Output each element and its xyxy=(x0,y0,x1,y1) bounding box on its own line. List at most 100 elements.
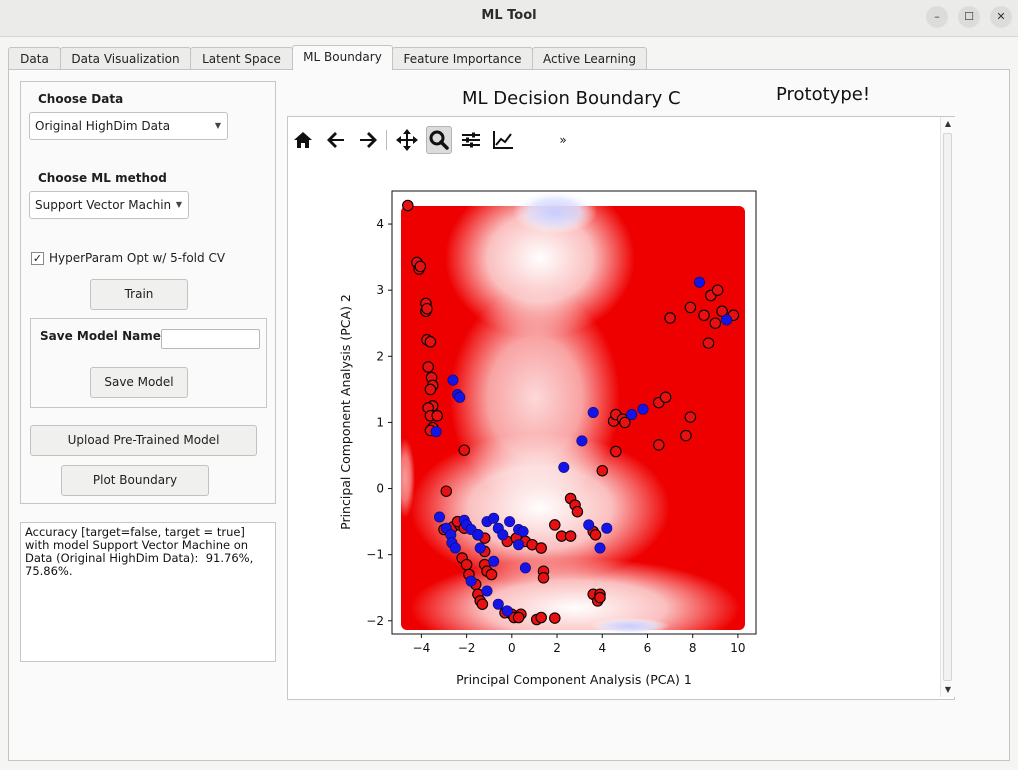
scatter-point-red-9 xyxy=(422,361,434,373)
scroll-up-icon[interactable]: ▲ xyxy=(944,119,952,128)
close-icon[interactable]: ✕ xyxy=(990,6,1012,28)
more-icon[interactable]: » xyxy=(559,133,567,147)
edit-axis-icon[interactable] xyxy=(490,126,516,154)
title-bar: ML Tool – ☐ ✕ xyxy=(0,0,1018,37)
x-tick-label-6: 8 xyxy=(689,641,697,655)
accuracy-output-text: Accuracy [target=false, target = true] w… xyxy=(20,522,276,662)
scatter-point-blue-13 xyxy=(474,542,486,554)
scatter-point-red-76 xyxy=(698,309,710,322)
decision-boundary-chart: −4 −2 0 2 4 6 8 10 −2 −1 0 1 2 3 4 Principal Component… xyxy=(338,190,757,687)
maximize-icon[interactable]: ☐ xyxy=(958,6,980,28)
choose-data-label: Choose Data xyxy=(38,92,124,106)
ml-method-select-value: Support Vector Machin xyxy=(35,198,172,212)
scatter-point-red-59 xyxy=(571,505,584,518)
y-tick-label-4: 2 xyxy=(376,349,384,363)
choose-ml-method-label: Choose ML method xyxy=(38,171,167,185)
scatter-point-blue-8 xyxy=(449,542,461,554)
scatter-point-red-34 xyxy=(460,558,473,571)
scatter-point-blue-30 xyxy=(587,407,599,419)
minimize-icon[interactable]: – xyxy=(926,6,948,28)
window-title: ML Tool xyxy=(481,8,537,23)
scatter-point-red-65 xyxy=(594,591,606,604)
save-model-name-input[interactable] xyxy=(161,329,260,349)
scatter-point-blue-26 xyxy=(501,605,513,617)
tab-latent-space[interactable]: Latent Space xyxy=(190,47,293,69)
scatter-point-red-16 xyxy=(431,410,443,422)
scatter-point-blue-2 xyxy=(454,391,466,403)
toolbar-separator xyxy=(386,130,387,150)
home-icon[interactable] xyxy=(290,126,316,154)
scatter-point-blue-31 xyxy=(626,409,638,421)
scatter-point-red-8 xyxy=(424,336,437,348)
back-arrow-icon[interactable] xyxy=(323,126,349,154)
scatter-point-blue-23 xyxy=(481,585,493,597)
field-white-center xyxy=(450,288,620,508)
save-model-group: Save Model Name Save Model xyxy=(30,318,267,408)
scatter-point-red-56 xyxy=(564,530,577,542)
tab-active-learning[interactable]: Active Learning xyxy=(532,47,647,69)
scatter-point-red-79 xyxy=(716,305,728,318)
scatter-point-red-83 xyxy=(680,429,692,442)
zoom-icon[interactable] xyxy=(426,126,452,154)
tab-data[interactable]: Data xyxy=(8,47,61,69)
hyperparam-label: HyperParam Opt w/ 5-fold CV xyxy=(49,251,226,265)
field-blue-top xyxy=(513,191,597,234)
plot-scrollbar[interactable]: ▲ ▼ xyxy=(940,117,955,697)
scatter-point-red-78 xyxy=(711,284,724,296)
scatter-point-blue-33 xyxy=(583,519,595,531)
scatter-point-blue-0 xyxy=(447,374,459,386)
x-tick-label-1: −2 xyxy=(458,641,476,655)
configure-subplots-icon[interactable] xyxy=(458,126,484,154)
scatter-point-red-82 xyxy=(702,337,715,349)
scatter-point-blue-22 xyxy=(465,575,477,587)
scroll-down-icon[interactable]: ▼ xyxy=(944,685,952,694)
scatter-point-blue-15 xyxy=(488,512,500,524)
scatter-point-blue-32 xyxy=(637,403,649,415)
plot-boundary-button[interactable]: Plot Boundary xyxy=(61,465,209,496)
y-tick-label-6: 4 xyxy=(376,217,384,231)
scrollbar-thumb[interactable] xyxy=(943,133,952,681)
data-select[interactable]: Original HighDim Data ▼ xyxy=(29,112,228,140)
ml-method-select[interactable]: Support Vector Machin ▼ xyxy=(29,191,189,219)
scatter-point-red-39 xyxy=(485,568,498,581)
scatter-point-red-0 xyxy=(402,199,414,212)
tab-feature-importance[interactable]: Feature Importance xyxy=(392,47,533,69)
scatter-point-blue-18 xyxy=(504,516,516,528)
scatter-point-red-3 xyxy=(414,260,427,273)
scatter-point-red-48 xyxy=(512,611,525,624)
scatter-point-red-51 xyxy=(549,612,561,624)
scatter-point-blue-24 xyxy=(488,555,500,567)
scatter-point-red-20 xyxy=(440,485,453,497)
scatter-point-blue-35 xyxy=(594,542,606,554)
scatter-point-red-75 xyxy=(684,301,697,314)
train-button[interactable]: Train xyxy=(90,279,188,310)
tab-ml-boundary[interactable]: ML Boundary xyxy=(292,45,393,70)
forward-arrow-icon[interactable] xyxy=(355,126,381,154)
scatter-point-red-84 xyxy=(684,411,697,423)
scatter-point-blue-3 xyxy=(430,426,442,438)
scatter-point-blue-28 xyxy=(558,461,570,473)
scatter-point-red-74 xyxy=(664,312,676,324)
pan-icon[interactable] xyxy=(394,126,420,154)
upload-pretrained-model-button[interactable]: Upload Pre-Trained Model xyxy=(30,425,257,456)
scatter-point-red-73 xyxy=(659,391,672,404)
scatter-point-red-19 xyxy=(458,444,471,456)
scatter-point-red-61 xyxy=(589,529,602,541)
scatter-point-blue-34 xyxy=(601,522,613,534)
y-axis-label: Principal Component Analysis (PCA) 2 xyxy=(338,294,353,530)
scatter-point-red-50 xyxy=(535,611,547,624)
data-select-value: Original HighDim Data xyxy=(35,119,171,133)
x-tick-label-3: 2 xyxy=(553,641,561,655)
hyperparam-checkbox[interactable]: ✓ xyxy=(31,252,44,265)
x-tick-label-0: −4 xyxy=(413,641,431,655)
scatter-point-blue-25 xyxy=(492,598,504,610)
tab-data-visualization[interactable]: Data Visualization xyxy=(60,47,191,69)
y-tick-label-5: 3 xyxy=(376,283,384,297)
save-model-button[interactable]: Save Model xyxy=(90,367,188,398)
scatter-points xyxy=(402,199,740,626)
scatter-point-blue-12 xyxy=(472,529,484,541)
scatter-point-red-80 xyxy=(709,317,722,329)
figure-subtitle: Prototype! xyxy=(776,84,871,105)
chevron-down-icon: ▼ xyxy=(214,121,221,130)
scatter-point-blue-20 xyxy=(517,525,529,537)
